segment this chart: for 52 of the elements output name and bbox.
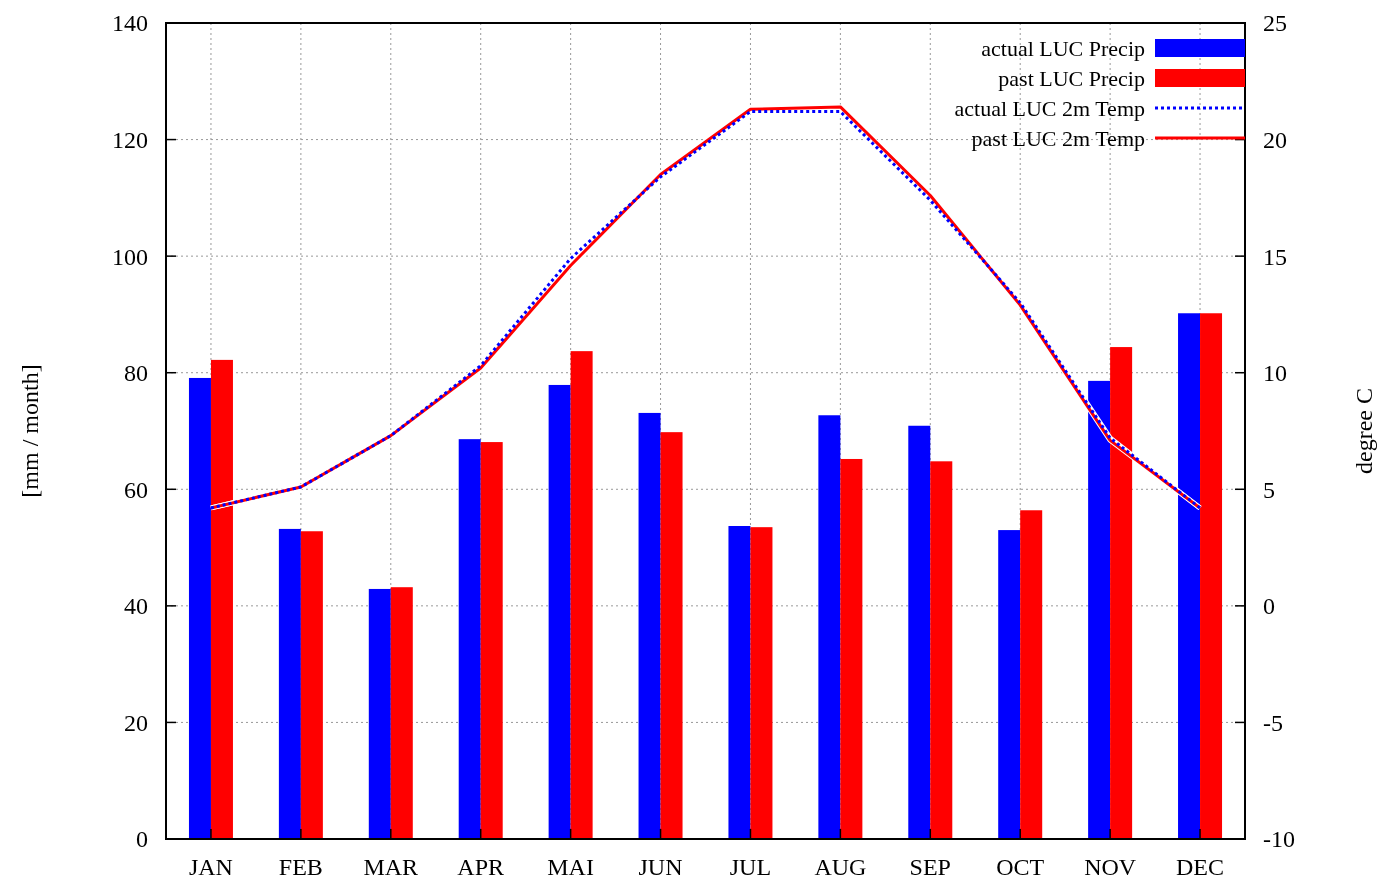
x-tick-label: NOV xyxy=(1084,854,1137,880)
y-tick-label: 0 xyxy=(136,826,148,853)
legend-label: actual LUC Precip xyxy=(981,35,1145,61)
bar xyxy=(908,425,931,839)
y2-tick-label: 5 xyxy=(1263,476,1275,503)
y2-tick-label: -5 xyxy=(1263,709,1283,736)
y-tick-label: 100 xyxy=(112,243,148,270)
bar xyxy=(660,432,683,839)
bar xyxy=(390,587,413,839)
y-tick-label: 140 xyxy=(112,10,148,37)
y2-tick-label: 10 xyxy=(1263,360,1287,387)
bar xyxy=(480,442,503,839)
bar xyxy=(278,528,301,839)
bar xyxy=(930,461,953,839)
x-tick-label: MAI xyxy=(547,854,594,880)
y-axis-title: [mm / month] xyxy=(17,364,43,498)
y-tick-label: 60 xyxy=(124,476,148,503)
x-tick-label: DEC xyxy=(1176,854,1225,880)
bar xyxy=(1020,510,1043,839)
bar xyxy=(368,588,391,839)
bar xyxy=(548,384,571,839)
bar xyxy=(638,412,661,839)
x-tick-label: JUN xyxy=(638,854,683,880)
x-tick-label: JAN xyxy=(188,854,233,880)
y2-tick-label: 0 xyxy=(1263,593,1275,620)
legend-label: actual LUC 2m Temp xyxy=(954,95,1145,121)
x-tick-label: SEP xyxy=(909,854,951,880)
bar xyxy=(750,527,773,839)
x-tick-label: JUL xyxy=(729,854,772,880)
bar xyxy=(728,526,751,839)
bar xyxy=(570,351,593,839)
y-tick-label: 20 xyxy=(124,709,148,736)
y-tick-label: 120 xyxy=(112,126,148,153)
y2-tick-label: -10 xyxy=(1263,826,1295,853)
bar xyxy=(818,415,841,839)
bar xyxy=(840,458,863,839)
y2-tick-label: 15 xyxy=(1263,243,1287,270)
bar xyxy=(998,530,1021,839)
x-tick-label: AUG xyxy=(814,854,867,880)
legend-label: past LUC 2m Temp xyxy=(971,125,1145,151)
x-tick-label: MAR xyxy=(363,854,419,880)
y2-tick-label: 20 xyxy=(1263,126,1287,153)
y2-axis-title: degree C xyxy=(1351,388,1377,474)
legend-label: past LUC Precip xyxy=(998,65,1145,91)
x-tick-label: FEB xyxy=(278,854,323,880)
y-tick-label: 80 xyxy=(124,360,148,387)
bar xyxy=(300,531,323,839)
x-tick-label: APR xyxy=(457,854,505,880)
y2-tick-label: 25 xyxy=(1263,10,1287,37)
bar xyxy=(458,439,481,839)
x-tick-label: OCT xyxy=(996,854,1045,880)
y-tick-label: 40 xyxy=(124,593,148,620)
